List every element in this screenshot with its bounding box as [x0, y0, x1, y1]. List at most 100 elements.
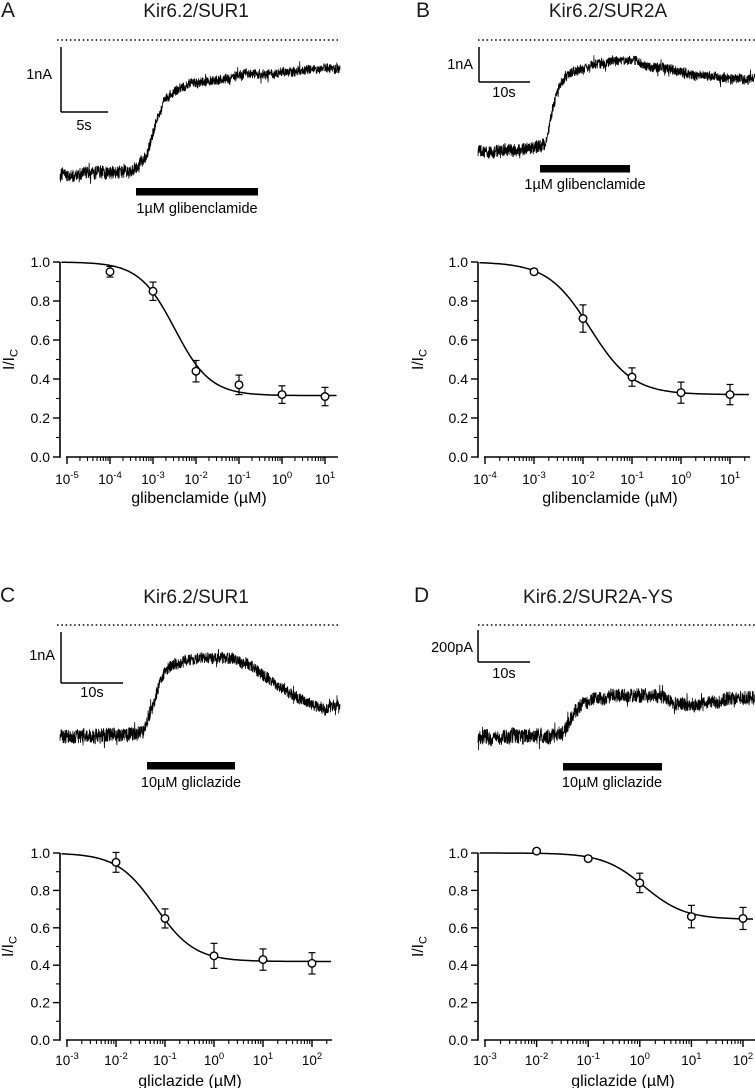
y-tick-label: 0.4 [31, 957, 51, 973]
x-tick-label: 100 [671, 470, 691, 487]
data-point [686, 912, 696, 922]
fit-curve [479, 852, 754, 920]
x-tick-label: 102 [302, 1051, 322, 1068]
panel-letter-b: B [416, 0, 431, 22]
x-tick-label: 100 [204, 1051, 224, 1068]
data-point [725, 390, 735, 400]
data-point [529, 267, 539, 277]
drug-application-bar [136, 188, 258, 196]
x-axis-label: gliclazide (µM) [138, 1073, 241, 1088]
x-tick-label: 10-2 [184, 470, 207, 487]
y-tick-label: 0.0 [31, 1032, 51, 1048]
x-tick-label: 100 [630, 1051, 650, 1068]
x-tick-label: 101 [253, 1051, 273, 1068]
x-tick-label: 102 [733, 1051, 753, 1068]
data-point [583, 854, 593, 864]
fit-curve [61, 853, 331, 963]
data-point [160, 913, 170, 923]
panel-title-d: Kir6.2/SUR2A-YS [523, 587, 673, 608]
y-tick-label: 0.6 [449, 332, 469, 348]
y-tick-label: 0.8 [31, 293, 51, 309]
y-axis-label: I/IC [410, 936, 430, 957]
data-point [676, 388, 686, 398]
x-scalebar-label: 10s [492, 666, 515, 682]
data-point [209, 951, 219, 961]
data-point [307, 958, 317, 968]
x-scalebar-label: 10s [80, 685, 103, 701]
data-point [532, 846, 542, 856]
x-scalebar-label: 10s [492, 85, 515, 101]
panel-title-b: Kir6.2/SUR2A [548, 1, 668, 22]
data-point [320, 392, 330, 402]
x-tick-label: 100 [272, 470, 292, 487]
y-tick-label: 0.2 [449, 995, 469, 1011]
panel-b: 1nA 10s 1µM glibenclamide 0.0 0.2 0.4 0.6 0.8 1.… [378, 0, 755, 545]
y-tick-label: 0.4 [449, 957, 469, 973]
drug-application-bar [147, 762, 235, 770]
panel-c-graphics: 1nA 10s 10µM gliclazide 0.0 0.2 0.4 0.6 0.8 1.0 1… [0, 624, 341, 1088]
drug-label: 10µM gliclazide [562, 775, 662, 791]
data-point [258, 955, 268, 965]
x-tick-label: 10-3 [141, 470, 164, 487]
x-tick-label: 10-3 [522, 470, 545, 487]
x-scalebar-label: 5s [76, 118, 91, 134]
y-tick-label: 0.6 [31, 332, 51, 348]
panel-a-graphics: 1nA 5s 1µM glibenclamide 0.0 0.2 0.4 0.6 0.8 1.0… [1, 39, 341, 507]
drug-label: 1µM glibenclamide [524, 177, 645, 193]
x-tick-label: 10-4 [98, 470, 121, 487]
y-axis-label: I/IC [0, 936, 20, 957]
panel-letter-c: C [0, 584, 16, 607]
y-tick-label: 0.4 [449, 371, 469, 387]
x-tick-label: 10-3 [55, 1051, 78, 1068]
drug-application-bar [563, 763, 662, 771]
panel-d: 200pA 10s 10µM gliclazide 0.0 0.2 0.4 0.6 0.8 1.… [378, 585, 755, 1088]
y-tick-label: 0.0 [31, 449, 51, 465]
data-point [627, 372, 637, 382]
current-trace [477, 684, 755, 751]
y-tick-label: 1.0 [449, 254, 469, 270]
x-tick-label: 10-1 [227, 470, 250, 487]
drug-label: 10µM gliclazide [141, 775, 241, 791]
x-axis-label: glibenclamide (µM) [542, 490, 677, 507]
y-tick-label: 0.4 [31, 371, 51, 387]
current-trace [59, 61, 341, 184]
x-tick-label: 101 [681, 1051, 701, 1068]
current-trace [477, 55, 755, 159]
y-tick-label: 1.0 [449, 845, 469, 861]
x-tick-label: 101 [720, 470, 740, 487]
data-point [111, 857, 121, 867]
x-axis-label: glibenclamide (µM) [131, 490, 266, 507]
y-tick-label: 0.2 [31, 995, 51, 1011]
y-scalebar-label: 1nA [26, 67, 52, 83]
fit-curve [479, 261, 749, 396]
y-tick-label: 0.8 [449, 293, 469, 309]
x-tick-label: 10-5 [55, 470, 78, 487]
y-tick-label: 1.0 [31, 254, 51, 270]
data-point [738, 913, 748, 923]
panel-title-a: Kir6.2/SUR1 [143, 1, 249, 22]
y-tick-label: 0.8 [31, 882, 51, 898]
current-trace [59, 648, 341, 749]
panel-a: 1nA 5s 1µM glibenclamide 0.0 0.2 0.4 0.6 0.8 1.0… [0, 0, 377, 545]
x-axis-label: gliclazide (µM) [571, 1073, 674, 1088]
x-tick-label: 101 [315, 470, 335, 487]
y-scalebar-label: 1nA [447, 57, 473, 73]
panel-d-graphics: 200pA 10s 10µM gliclazide 0.0 0.2 0.4 0.6 0.8 1.… [410, 624, 755, 1088]
panel-b-graphics: 1nA 10s 1µM glibenclamide 0.0 0.2 0.4 0.6 0.8 1.… [410, 39, 755, 507]
y-tick-label: 0.6 [449, 920, 469, 936]
y-scalebar-label: 200pA [431, 640, 473, 656]
panel-letter-a: A [1, 0, 16, 22]
data-point [148, 286, 158, 296]
data-point [277, 390, 287, 400]
x-tick-label: 10-1 [576, 1051, 599, 1068]
panel-c: 1nA 10s 10µM gliclazide 0.0 0.2 0.4 0.6 0.8 1.0 1… [0, 585, 377, 1088]
x-tick-label: 10-2 [525, 1051, 548, 1068]
drug-label: 1µM glibenclamide [136, 201, 257, 217]
x-tick-label: 10-2 [104, 1051, 127, 1068]
y-tick-label: 0.2 [449, 410, 469, 426]
y-scalebar-label: 1nA [29, 648, 55, 664]
panel-title-c: Kir6.2/SUR1 [143, 587, 249, 608]
panel-letter-d: D [414, 584, 430, 607]
x-tick-label: 10-4 [473, 470, 496, 487]
